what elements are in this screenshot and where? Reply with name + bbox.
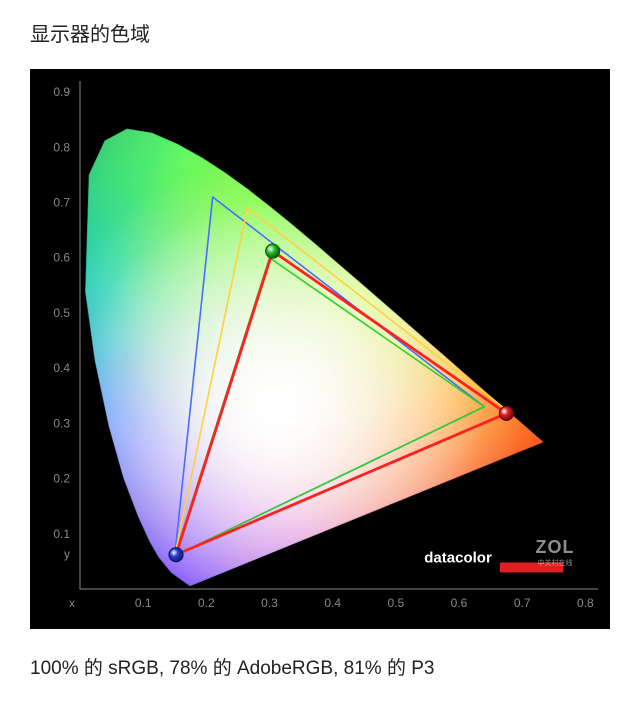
svg-text:0.1: 0.1	[53, 527, 70, 541]
svg-text:0.4: 0.4	[53, 361, 70, 375]
svg-text:0.3: 0.3	[261, 596, 278, 610]
svg-text:0.3: 0.3	[53, 416, 70, 430]
svg-text:x: x	[69, 596, 75, 610]
vertex-marker	[499, 406, 513, 420]
svg-text:0.9: 0.9	[53, 85, 70, 99]
svg-text:0.5: 0.5	[388, 596, 405, 610]
svg-text:0.1: 0.1	[135, 596, 152, 610]
vertex-marker	[169, 548, 183, 562]
watermark-big: ZOL	[536, 537, 575, 558]
datacolor-label: datacolor	[424, 549, 492, 566]
svg-text:0.2: 0.2	[198, 596, 215, 610]
svg-text:0.2: 0.2	[53, 472, 70, 486]
watermark: ZOL 中关村在线	[520, 537, 590, 567]
watermark-small: 中关村在线	[538, 558, 573, 568]
svg-text:0.8: 0.8	[53, 140, 70, 154]
svg-text:0.6: 0.6	[53, 251, 70, 265]
vertex-marker	[266, 244, 280, 258]
chromaticity-chart: 0.1 0.2 0.3 0.4 0.5 0.6 0.7 0.8 0.1 0.2 0.3 0.4 0.5 0…	[30, 69, 610, 629]
svg-text:0.8: 0.8	[577, 596, 594, 610]
svg-text:y: y	[64, 547, 70, 561]
svg-text:0.7: 0.7	[514, 596, 531, 610]
svg-text:0.6: 0.6	[451, 596, 468, 610]
svg-text:0.5: 0.5	[53, 306, 70, 320]
svg-text:0.7: 0.7	[53, 195, 70, 209]
chart-caption: 100% 的 sRGB, 78% 的 AdobeRGB, 81% 的 P3	[0, 629, 640, 680]
page-title: 显示器的色域	[0, 0, 640, 47]
svg-text:0.4: 0.4	[324, 596, 341, 610]
